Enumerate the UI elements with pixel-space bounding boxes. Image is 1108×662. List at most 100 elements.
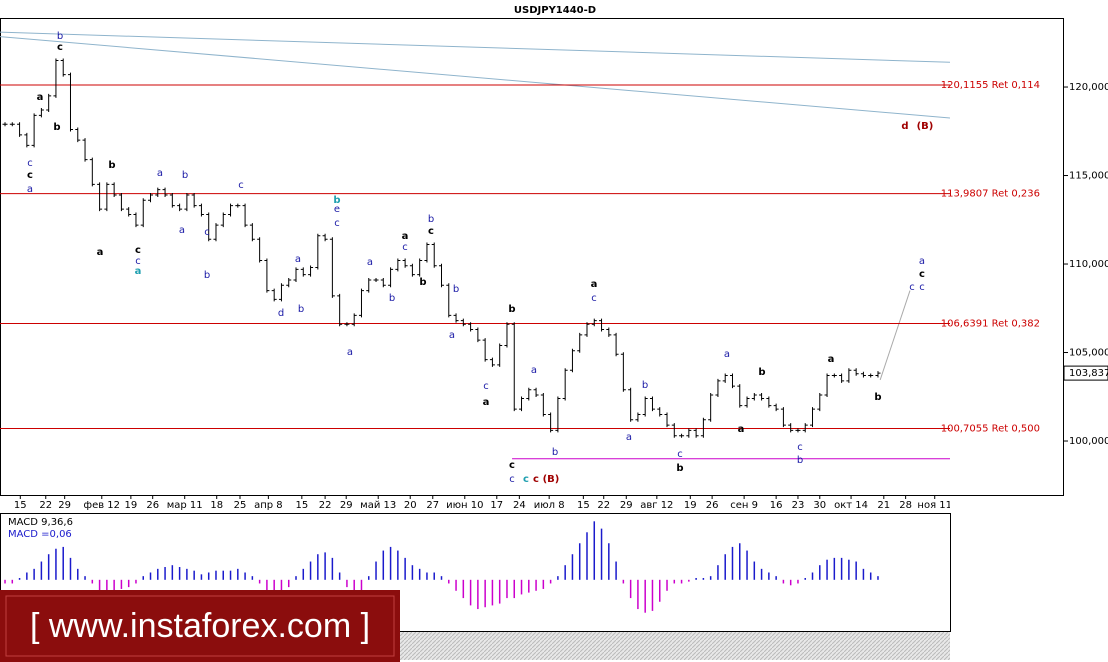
wave-label: b — [333, 195, 340, 206]
y-axis: 100,000 105,000 110,000 115,000 120,000 103,8… — [1063, 82, 1108, 447]
price-bar — [802, 423, 808, 433]
wave-label: a — [295, 254, 301, 265]
x-tick-label: июн 10 — [446, 500, 483, 511]
price-bar — [126, 207, 132, 217]
price-bar — [475, 327, 481, 343]
price-bar — [679, 433, 685, 438]
price-bar — [439, 263, 444, 288]
price-bar — [373, 277, 379, 282]
price-bar — [759, 392, 765, 401]
wave-label: c — [57, 42, 63, 53]
wave-label: a — [591, 279, 598, 290]
x-tick-label: 29 — [620, 500, 633, 511]
price-bar — [526, 387, 532, 401]
x-tick-label: 16 — [770, 500, 783, 511]
price-bar — [599, 318, 605, 332]
x-tick-label: ноя 11 — [917, 500, 952, 511]
price-bar — [366, 277, 372, 293]
price-bar — [242, 203, 248, 228]
wave-label: b — [53, 122, 60, 133]
price-bar — [664, 412, 670, 428]
wave-label: c — [238, 180, 244, 191]
price-bar — [140, 198, 146, 228]
wave-label: d — [901, 121, 908, 132]
price-bar — [613, 332, 619, 357]
x-tick-label: 21 — [877, 500, 890, 511]
price-bar — [228, 203, 234, 217]
price-bar — [737, 384, 743, 408]
wave-label: b — [419, 277, 426, 288]
price-bar — [60, 58, 66, 77]
wave-label: c — [591, 293, 597, 304]
wave-label: b — [758, 367, 765, 378]
wave-label: a — [135, 266, 142, 277]
price-bar — [235, 203, 241, 208]
price-bar — [577, 332, 583, 353]
price-bar — [504, 322, 510, 348]
price-bar — [111, 182, 117, 197]
price-bar — [67, 72, 73, 132]
price-bar — [409, 263, 415, 277]
wave-label: a — [27, 184, 33, 195]
price-bar — [817, 392, 823, 412]
x-tick-label: май 13 — [360, 500, 396, 511]
price-bar — [853, 368, 859, 376]
retracement-label: 100,7055 Ret 0,500 — [941, 424, 1040, 435]
price-bar — [118, 192, 124, 212]
price-bar — [329, 237, 335, 298]
price-bar — [293, 267, 299, 282]
price-bar — [155, 187, 161, 197]
price-bar — [271, 288, 277, 302]
price-bar — [17, 122, 23, 137]
price-bar — [548, 412, 554, 433]
price-bar — [358, 288, 364, 318]
wave-label: c — [135, 245, 141, 256]
wave-label: b — [204, 270, 210, 281]
price-bar — [460, 318, 466, 327]
x-tick-label: 28 — [899, 500, 912, 511]
price-bar — [540, 392, 546, 417]
wave-label: c — [919, 282, 925, 293]
price-bar — [286, 277, 292, 288]
watermark-border — [5, 595, 395, 657]
price-bar — [686, 428, 692, 438]
price-bar — [213, 223, 219, 242]
macd-value: MACD =0,06 — [8, 529, 72, 540]
price-bar — [257, 237, 263, 263]
x-tick-label: 20 — [404, 500, 417, 511]
x-tick-label: окт 14 — [834, 500, 868, 511]
wave-label: c — [428, 226, 434, 237]
price-bar — [402, 258, 408, 268]
macd-title: MACD 9,36,6 — [8, 517, 73, 528]
price-bar — [198, 203, 204, 217]
price-bar — [89, 157, 95, 187]
price-bar — [97, 182, 103, 212]
trend-line — [879, 290, 911, 381]
x-tick-label: сен 9 — [730, 500, 758, 511]
y-tick-label: 120,000 — [1069, 82, 1108, 93]
wave-label: a — [724, 349, 730, 360]
price-bar — [278, 283, 284, 302]
price-bar — [511, 322, 517, 412]
price-bar — [729, 373, 735, 389]
x-tick-label: 29 — [340, 500, 353, 511]
price-bar — [489, 357, 495, 367]
price-bar — [9, 122, 15, 127]
wave-label: a — [37, 92, 44, 103]
wave-label: a — [179, 225, 185, 236]
price-bar — [191, 192, 197, 208]
price-bar — [780, 407, 786, 428]
price-bar — [24, 132, 30, 148]
wave-label: b — [642, 380, 648, 391]
wave-label: b — [57, 31, 63, 42]
x-tick-label: 15 — [577, 500, 590, 511]
wave-label: b — [797, 455, 803, 466]
y-tick-label: 105,000 — [1069, 348, 1108, 359]
price-bar — [220, 212, 226, 228]
x-tick-label: 15 — [14, 500, 27, 511]
wave-label: b — [552, 447, 558, 458]
price-bar — [53, 58, 59, 98]
price-bar — [555, 396, 561, 433]
price-bar — [700, 417, 706, 438]
